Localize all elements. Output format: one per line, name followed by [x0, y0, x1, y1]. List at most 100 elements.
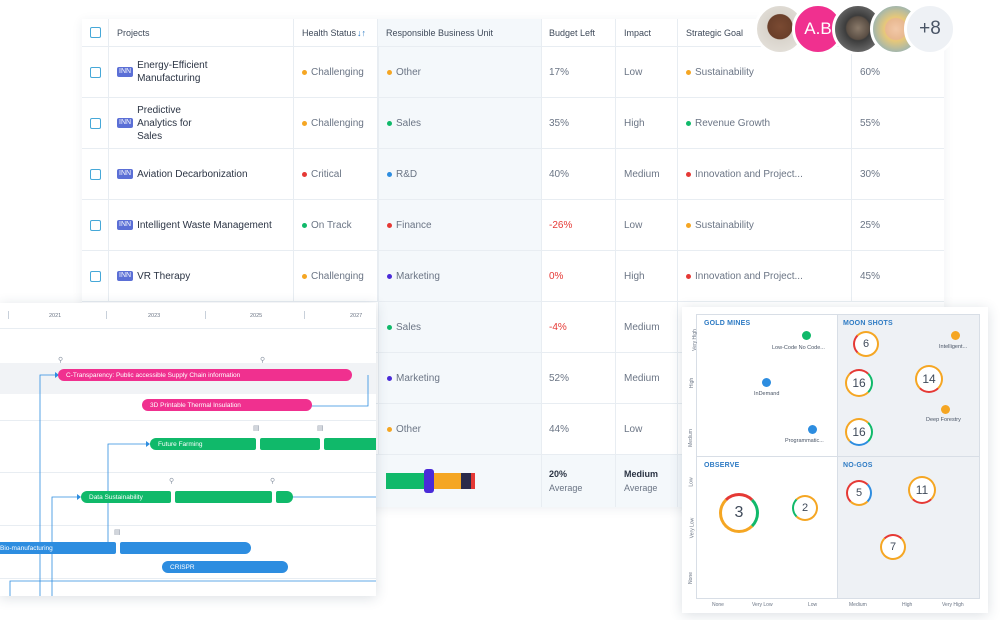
row-checkbox[interactable]: [89, 219, 101, 231]
budget-cell[interactable]: -26%: [542, 200, 616, 250]
milestone-flag-icon[interactable]: ⚲: [58, 357, 64, 364]
impact-cell[interactable]: High: [616, 98, 678, 148]
milestone-flag-icon[interactable]: ⚲: [169, 478, 175, 485]
select-all-checkbox[interactable]: [89, 27, 101, 38]
attachment-icon[interactable]: ▤: [114, 529, 121, 536]
unit-cell[interactable]: Marketing: [378, 251, 542, 301]
gantt-bar-segment[interactable]: [276, 491, 293, 503]
matrix-bubble[interactable]: 2: [792, 495, 818, 521]
table-row[interactable]: Marketing 52% Medium: [82, 353, 944, 404]
gantt-bar-data-sustainability[interactable]: Data Sustainability: [81, 491, 171, 503]
health-cell[interactable]: Challenging: [294, 47, 378, 97]
matrix-bubble[interactable]: 6: [853, 331, 879, 357]
unit-cell[interactable]: Other: [378, 404, 542, 454]
impact-cell[interactable]: High: [616, 251, 678, 301]
impact-cell[interactable]: Low: [616, 404, 678, 454]
matrix-bubble[interactable]: 16: [845, 418, 873, 446]
table-row[interactable]: Other 44% Low: [82, 404, 944, 455]
unit-distribution-bar[interactable]: [386, 469, 475, 493]
project-cell[interactable]: INN Aviation Decarbonization: [108, 149, 294, 199]
col-impact[interactable]: Impact: [616, 19, 678, 46]
budget-cell[interactable]: 17%: [542, 47, 616, 97]
row-checkbox[interactable]: [89, 168, 101, 180]
col-projects[interactable]: Projects: [108, 19, 294, 46]
health-cell[interactable]: On Track: [294, 200, 378, 250]
more-collaborators[interactable]: +8: [904, 3, 956, 55]
goal-cell[interactable]: Sustainability: [678, 47, 852, 97]
percent-cell[interactable]: 45%: [852, 251, 944, 301]
impact-cell[interactable]: Medium: [616, 149, 678, 199]
table-row[interactable]: INN Intelligent Waste Management On Track F…: [82, 200, 944, 251]
matrix-bubble[interactable]: 7: [880, 534, 906, 560]
matrix-bubble[interactable]: 11: [908, 476, 936, 504]
gantt-bar-segment[interactable]: [175, 491, 272, 503]
health-cell[interactable]: Critical: [294, 149, 378, 199]
gantt-bar-segment[interactable]: [324, 438, 376, 450]
col-unit[interactable]: Responsible Business Unit: [378, 19, 542, 46]
project-marker-icon[interactable]: [802, 331, 811, 340]
percent-cell[interactable]: 55%: [852, 98, 944, 148]
budget-cell[interactable]: 44%: [542, 404, 616, 454]
project-cell[interactable]: INN Predictive Analytics for Sales: [108, 98, 294, 148]
unit-dot-icon: [387, 69, 392, 75]
row-checkbox[interactable]: [89, 66, 101, 78]
sort-icon[interactable]: ↓↑: [357, 27, 367, 38]
project-cell[interactable]: INN Energy-Efficient Manufacturing: [108, 47, 294, 97]
gantt-bar-thermal-insulation[interactable]: 3D Printable Thermal Insulation: [142, 399, 312, 411]
table-row[interactable]: INN Aviation Decarbonization Critical R&D 40…: [82, 149, 944, 200]
project-marker-icon[interactable]: [762, 378, 771, 387]
unit-cell[interactable]: Finance: [378, 200, 542, 250]
unit-cell[interactable]: Sales: [378, 302, 542, 352]
unit-cell[interactable]: R&D: [378, 149, 542, 199]
gantt-bar-bio-manufacturing[interactable]: Bio-manufacturing: [0, 542, 116, 554]
table-row[interactable]: INN Predictive Analytics for Sales Challen…: [82, 98, 944, 149]
health-cell[interactable]: Challenging: [294, 251, 378, 301]
percent-cell[interactable]: 25%: [852, 200, 944, 250]
project-marker-icon[interactable]: [951, 331, 960, 340]
table-row[interactable]: Sales -4% Medium: [82, 302, 944, 353]
matrix-bubble[interactable]: 14: [915, 365, 943, 393]
table-row[interactable]: INN Energy-Efficient Manufacturing Challen…: [82, 47, 944, 98]
goal-cell[interactable]: Sustainability: [678, 200, 852, 250]
gantt-bar-future-farming[interactable]: Future Farming: [150, 438, 256, 450]
gantt-bar-segment[interactable]: [260, 438, 320, 450]
matrix-bubble[interactable]: 16: [845, 369, 873, 397]
unit-cell[interactable]: Sales: [378, 98, 542, 148]
goal-cell[interactable]: Innovation and Project...: [678, 251, 852, 301]
project-marker-icon[interactable]: [941, 405, 950, 414]
unit-cell[interactable]: Other: [378, 47, 542, 97]
budget-cell[interactable]: -4%: [542, 302, 616, 352]
goal-cell[interactable]: Innovation and Project...: [678, 149, 852, 199]
impact-cell[interactable]: Medium: [616, 353, 678, 403]
project-marker-icon[interactable]: [808, 425, 817, 434]
percent-cell[interactable]: 30%: [852, 149, 944, 199]
col-budget[interactable]: Budget Left: [542, 19, 616, 46]
attachment-icon[interactable]: ▤: [317, 425, 324, 432]
gantt-bar-supply-chain[interactable]: C-Transparency: Public accessible Supply…: [58, 369, 352, 381]
impact-cell[interactable]: Low: [616, 47, 678, 97]
gantt-bar-crispr[interactable]: CRISPR: [162, 561, 288, 573]
project-cell[interactable]: INN VR Therapy: [108, 251, 294, 301]
health-cell[interactable]: Challenging: [294, 98, 378, 148]
percent-cell[interactable]: 60%: [852, 47, 944, 97]
gantt-bar-label: Future Farming: [158, 440, 203, 448]
gantt-bar-segment[interactable]: [120, 542, 251, 554]
budget-cell[interactable]: 0%: [542, 251, 616, 301]
table-row[interactable]: INN VR Therapy Challenging Marketing 0% High I…: [82, 251, 944, 302]
row-checkbox[interactable]: [89, 270, 101, 282]
attachment-icon[interactable]: ▤: [253, 425, 260, 432]
goal-cell[interactable]: Revenue Growth: [678, 98, 852, 148]
budget-cell[interactable]: 35%: [542, 98, 616, 148]
budget-cell[interactable]: 40%: [542, 149, 616, 199]
impact-cell[interactable]: Medium: [616, 302, 678, 352]
matrix-bubble[interactable]: 5: [846, 480, 872, 506]
matrix-bubble[interactable]: 3: [719, 493, 759, 533]
col-health[interactable]: Health Status ↓↑: [294, 19, 378, 46]
row-checkbox[interactable]: [89, 117, 101, 129]
budget-cell[interactable]: 52%: [542, 353, 616, 403]
unit-cell[interactable]: Marketing: [378, 353, 542, 403]
project-cell[interactable]: INN Intelligent Waste Management: [108, 200, 294, 250]
impact-cell[interactable]: Low: [616, 200, 678, 250]
milestone-flag-icon[interactable]: ⚲: [270, 478, 276, 485]
milestone-flag-icon[interactable]: ⚲: [260, 357, 266, 364]
